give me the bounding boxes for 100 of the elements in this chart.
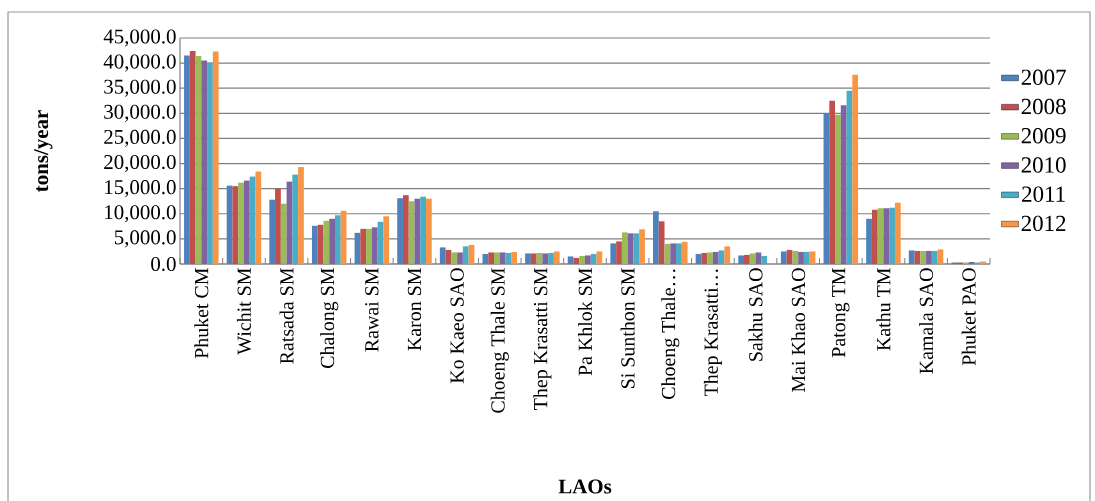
legend-label: 2011 [1022, 186, 1065, 202]
y-tick-label: 30,000.0 [104, 104, 176, 122]
bar [360, 228, 367, 264]
bar [871, 209, 878, 264]
x-tick-label: Patong TM [832, 268, 850, 358]
bar [980, 261, 986, 264]
x-tick-label: Pa Khlok SM [578, 268, 593, 376]
x-tick-label: Ratsada SM [279, 268, 294, 364]
bar [590, 253, 597, 264]
bar [425, 198, 432, 264]
x-tick-label: Chalong SM [320, 268, 339, 368]
bar [383, 216, 390, 264]
y-tick-label: 10,000.0 [105, 205, 176, 223]
bar [889, 207, 895, 264]
bar [243, 180, 250, 264]
bar [908, 250, 915, 264]
legend-label: 2012 [1021, 215, 1066, 232]
bar [334, 215, 341, 264]
bar [658, 221, 665, 264]
bar [397, 198, 403, 264]
y-tick-label: 40,000.0 [103, 54, 176, 72]
legend-label: 2010 [1021, 157, 1066, 173]
bar [829, 100, 836, 264]
bar [269, 199, 276, 264]
bar [567, 256, 574, 264]
bar [189, 51, 196, 264]
bar [499, 252, 506, 264]
bar [676, 243, 682, 264]
x-tick-label: Sakhu SAO [748, 268, 763, 361]
x-tick-label: Choeng Thale… [661, 269, 680, 399]
x-tick-label: Kamala SAO [919, 268, 934, 374]
y-tick-label: 45,000.0 [103, 29, 176, 47]
y-tick-label: 15,000.0 [105, 180, 176, 198]
bar [724, 246, 731, 264]
bar [275, 188, 281, 264]
x-tick-label: Wichit SM [236, 268, 252, 355]
y-tick-label: 20,000.0 [104, 154, 176, 173]
bar [792, 250, 799, 264]
bar [493, 252, 500, 264]
bar [738, 255, 745, 264]
bar [639, 229, 645, 264]
bar [931, 250, 938, 264]
bar [311, 225, 318, 264]
bar [207, 62, 213, 264]
bar [482, 253, 489, 264]
bar [803, 251, 810, 264]
bar [553, 251, 560, 264]
bar [201, 60, 208, 264]
bar [701, 252, 708, 264]
bar [292, 174, 299, 264]
bar [420, 196, 426, 264]
bar [621, 232, 628, 264]
x-tick-label: Mai Khao SAO [791, 268, 806, 393]
x-tick-label: Rawai SM [365, 268, 379, 352]
x-axis-title: LAOs [558, 479, 612, 494]
bar [402, 195, 409, 264]
bar [670, 243, 677, 264]
bar [712, 251, 719, 264]
bar [255, 171, 262, 264]
bar [371, 227, 378, 264]
x-tick-label: Phuket CM [194, 268, 209, 359]
bar [232, 186, 239, 264]
y-tick-label: 0.0 [151, 256, 176, 272]
bar [840, 105, 847, 264]
bar [744, 254, 750, 264]
x-tick-label: Karon SM [407, 268, 422, 351]
bar [548, 252, 554, 264]
bar [681, 241, 688, 264]
x-tick-label: Kathu TM [876, 268, 891, 351]
legend-label: 2008 [1021, 98, 1066, 115]
bar [866, 218, 872, 264]
bar [761, 255, 768, 264]
bar [596, 251, 603, 264]
bar [298, 167, 304, 264]
bar [511, 251, 518, 264]
bar [755, 252, 762, 264]
bar [184, 55, 190, 264]
bar [457, 252, 463, 264]
bar [366, 228, 372, 264]
bar [280, 203, 287, 264]
bar [707, 252, 713, 264]
bar [323, 220, 330, 264]
bar [883, 208, 890, 264]
bar [329, 218, 335, 264]
bar [212, 51, 219, 264]
bar [809, 251, 816, 264]
x-tick-label: Thep Krasatti… [703, 269, 722, 397]
bar [610, 243, 617, 264]
legend-label: 2009 [1021, 128, 1066, 144]
bar [633, 233, 640, 264]
bar [238, 182, 244, 264]
bar [616, 241, 622, 264]
y-tick-label: 35,000.0 [104, 79, 176, 97]
bar [414, 198, 421, 264]
y-axis-title: tons/year [34, 110, 53, 192]
bar [749, 253, 756, 264]
bar [718, 250, 725, 264]
bar [439, 247, 446, 264]
bar [451, 252, 458, 264]
x-tick-label: Thep Krasatti SM [533, 268, 552, 410]
